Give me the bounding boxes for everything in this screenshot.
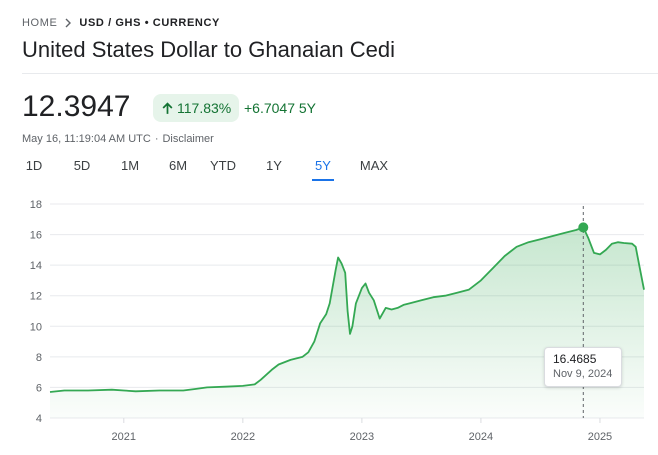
tab-5d[interactable]: 5D bbox=[73, 158, 91, 173]
y-tick-label: 18 bbox=[30, 199, 42, 211]
price-area bbox=[50, 227, 644, 418]
price-chart[interactable]: 4 6 8 10 12 14 16 18 2021 2022 2023 2024 2025 bbox=[0, 190, 658, 455]
x-tick-label: 2021 bbox=[112, 431, 136, 443]
quote-meta: May 16, 11:19:04 AM UTC · Disclaimer bbox=[22, 133, 214, 145]
hover-point bbox=[578, 222, 589, 233]
range-tabs: 1D 5D 1M 6M YTD 1Y 5Y MAX bbox=[22, 157, 390, 181]
change-percent-badge: 117.83% bbox=[153, 94, 240, 122]
tab-ytd[interactable]: YTD bbox=[210, 158, 236, 173]
tooltip-date: Nov 9, 2024 bbox=[553, 368, 613, 380]
tooltip-value: 16.4685 bbox=[553, 352, 597, 366]
tab-5y[interactable]: 5Y bbox=[312, 157, 334, 181]
tab-1y[interactable]: 1Y bbox=[266, 158, 282, 173]
arrow-up-icon bbox=[162, 101, 173, 114]
breadcrumb: HOME USD / GHS • CURRENCY bbox=[22, 17, 220, 29]
tab-1d[interactable]: 1D bbox=[25, 158, 43, 173]
current-price: 12.3947 bbox=[22, 90, 131, 123]
tab-1m[interactable]: 1M bbox=[120, 158, 140, 173]
x-tick-label: 2024 bbox=[469, 431, 493, 443]
chart-tooltip: 16.4685 Nov 9, 2024 bbox=[544, 347, 622, 387]
tab-max[interactable]: MAX bbox=[359, 158, 389, 173]
change-percent: 117.83% bbox=[177, 100, 232, 116]
timestamp: May 16, 11:19:04 AM UTC bbox=[22, 133, 151, 145]
y-tick-label: 6 bbox=[36, 382, 42, 394]
y-tick-label: 4 bbox=[36, 413, 42, 425]
y-tick-label: 10 bbox=[30, 321, 42, 333]
page-title: United States Dollar to Ghanaian Cedi bbox=[22, 37, 395, 62]
tab-6m[interactable]: 6M bbox=[168, 158, 188, 173]
x-tick-label: 2022 bbox=[231, 431, 255, 443]
y-tick-label: 12 bbox=[30, 291, 42, 303]
y-tick-label: 16 bbox=[30, 230, 42, 242]
disclaimer-link[interactable]: Disclaimer bbox=[162, 133, 214, 145]
chevron-right-icon bbox=[65, 18, 72, 28]
y-tick-label: 14 bbox=[30, 260, 42, 272]
y-tick-label: 8 bbox=[36, 352, 42, 364]
divider bbox=[22, 73, 658, 74]
meta-separator: · bbox=[154, 133, 159, 145]
x-tick-label: 2025 bbox=[588, 431, 612, 443]
x-tick-label: 2023 bbox=[350, 431, 374, 443]
change-absolute: +6.7047 5Y bbox=[244, 100, 317, 116]
breadcrumb-home[interactable]: HOME bbox=[22, 17, 58, 29]
breadcrumb-current: USD / GHS • CURRENCY bbox=[79, 17, 220, 29]
